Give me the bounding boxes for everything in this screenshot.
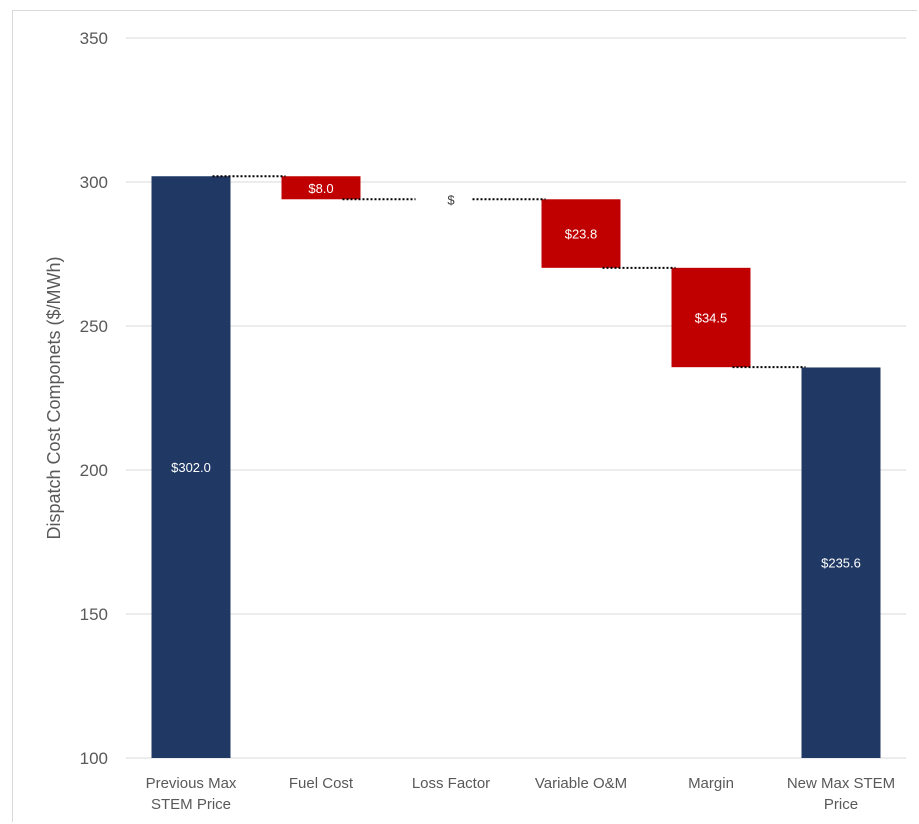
x-category-label: Previous Max STEM Price [146, 775, 237, 813]
x-axis-categories: Previous Max STEM Price Fuel Cost Loss Fact… [146, 775, 896, 813]
x-category-label: Margin [688, 775, 734, 792]
gridlines [126, 37, 906, 759]
y-axis-title: Dispatch Cost Componets ($/MWh) [44, 256, 64, 539]
connectors [212, 175, 806, 369]
y-tick-label: 350 [80, 29, 108, 48]
x-category-label: Loss Factor [412, 775, 490, 792]
bar [541, 199, 621, 268]
x-category-label: Variable O&M [535, 775, 627, 792]
y-tick-label: 150 [80, 605, 108, 624]
chart-frame [12, 10, 917, 822]
y-tick-label: 250 [80, 317, 108, 336]
data-label: $23.8 [565, 227, 598, 242]
y-axis-ticks: 100 150 200 250 300 350 [80, 29, 108, 768]
bar [281, 176, 361, 200]
bar [151, 176, 231, 759]
data-label: $ [447, 192, 455, 207]
x-category-label: New Max STEM Price [787, 775, 895, 813]
data-label: $235.6 [821, 556, 861, 571]
x-category-label: Fuel Cost [289, 775, 354, 792]
y-tick-label: 100 [80, 749, 108, 768]
y-tick-label: 300 [80, 173, 108, 192]
bars [151, 176, 881, 759]
bar [671, 267, 751, 368]
data-labels: $302.0 $8.0 $ $23.8 $34.5 $235.6 [171, 181, 861, 571]
y-tick-label: 200 [80, 461, 108, 480]
bar [801, 367, 881, 758]
data-label: $34.5 [695, 311, 728, 326]
data-label: $8.0 [308, 181, 333, 196]
data-label: $302.0 [171, 460, 211, 475]
